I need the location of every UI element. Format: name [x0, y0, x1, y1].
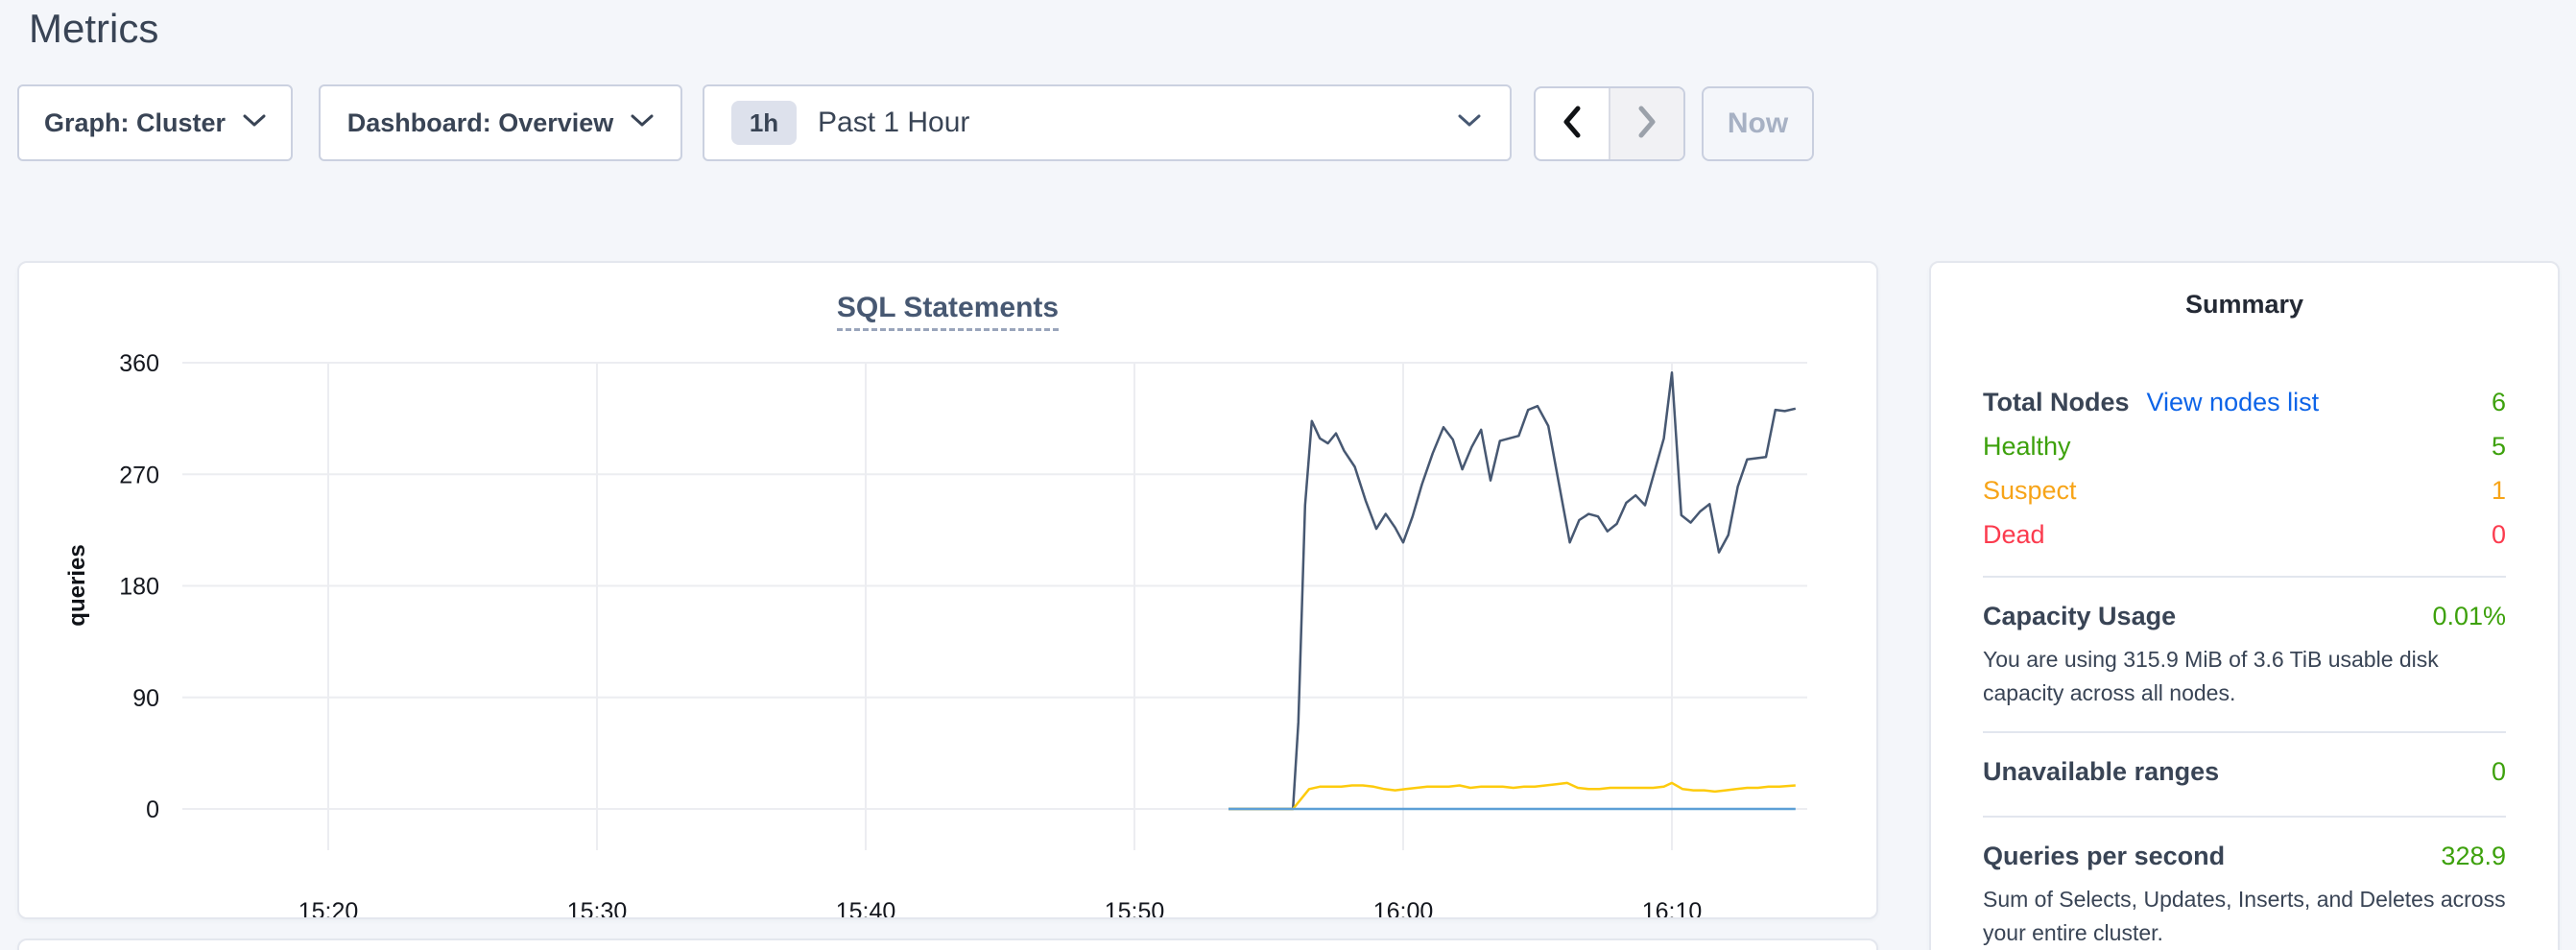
total-nodes-row: Total Nodes View nodes list 6: [1983, 380, 2506, 424]
time-range-label: Past 1 Hour: [818, 107, 970, 138]
sql-statements-chart: 15:20 15:30 15:40 15:50 16:00 16:10 0 90 180 270 3…: [64, 350, 1807, 917]
unavailable-ranges-label: Unavailable ranges: [1983, 756, 2220, 786]
x-axis-tick-label: 15:40: [836, 898, 896, 917]
queries-per-second-row: Queries per second 328.9: [1983, 837, 2506, 875]
y-axis-tick-label: 360: [119, 350, 159, 377]
suspect-value: 1: [2491, 475, 2506, 505]
now-button[interactable]: Now: [1702, 86, 1814, 161]
healthy-nodes-row: Healthy 5: [1983, 424, 2506, 468]
dashboard-dropdown[interactable]: Dashboard: Overview: [319, 84, 682, 161]
divider: [1983, 816, 2506, 818]
suspect-nodes-row: Suspect 1: [1983, 468, 2506, 512]
dark-slate-series-line: [1228, 371, 1797, 811]
y-axis-tick-label: 0: [146, 796, 159, 823]
x-axis-tick-label: 16:00: [1373, 898, 1434, 917]
healthy-label: Healthy: [1983, 431, 2071, 461]
x-axis-tick-label: 16:10: [1642, 898, 1703, 917]
x-axis-tick-label: 15:50: [1105, 898, 1165, 917]
x-axis-tick-label: 15:20: [298, 898, 359, 917]
total-nodes-label: Total Nodes: [1983, 387, 2130, 416]
sql-statements-chart-card: 15:20 15:30 15:40 15:50 16:00 16:10 0 90 180 270 3…: [17, 261, 1878, 919]
yellow-series-line: [1228, 781, 1796, 811]
capacity-usage-value: 0.01%: [2432, 601, 2506, 630]
view-nodes-list-link[interactable]: View nodes list: [2146, 387, 2320, 416]
time-range-badge: 1h: [731, 101, 797, 145]
next-chart-card-edge: [17, 938, 1878, 950]
time-pager: [1534, 86, 1685, 161]
dead-nodes-row: Dead 0: [1983, 512, 2506, 557]
unavailable-ranges-row: Unavailable ranges 0: [1983, 752, 2506, 791]
page-title: Metrics: [29, 6, 159, 51]
chevron-right-icon: [1637, 106, 1657, 143]
queries-per-second-description: Sum of Selects, Updates, Inserts, and De…: [1983, 887, 2506, 945]
healthy-value: 5: [2491, 431, 2506, 461]
chevron-down-icon: [631, 114, 654, 132]
dashboard-dropdown-label: Dashboard: Overview: [346, 107, 614, 137]
prev-time-button[interactable]: [1536, 88, 1609, 159]
chart-title[interactable]: SQL Statements: [19, 292, 1876, 331]
graph-dropdown[interactable]: Graph: Cluster: [17, 84, 293, 161]
y-axis-tick-label: 270: [119, 462, 159, 488]
next-time-button[interactable]: [1609, 88, 1683, 159]
x-axis-tick-label: 15:30: [567, 898, 628, 917]
capacity-usage-description: You are using 315.9 MiB of 3.6 TiB usabl…: [1983, 647, 2439, 705]
dead-label: Dead: [1983, 519, 2045, 549]
queries-per-second-label: Queries per second: [1983, 841, 2226, 870]
chevron-down-icon: [243, 114, 266, 132]
graph-dropdown-label: Graph: Cluster: [43, 107, 227, 137]
chevron-left-icon: [1562, 106, 1582, 143]
y-axis-tick-label: 90: [132, 685, 159, 712]
unavailable-ranges-value: 0: [2491, 756, 2506, 786]
chevron-down-icon: [1458, 114, 1481, 132]
summary-panel: Summary Total Nodes View nodes list 6 He…: [1929, 261, 2560, 950]
summary-heading: Summary: [2184, 290, 2304, 319]
time-range-selector[interactable]: 1h Past 1 Hour: [703, 84, 1512, 161]
divider: [1983, 731, 2506, 733]
divider: [1983, 576, 2506, 578]
dead-value: 0: [2491, 519, 2506, 549]
capacity-usage-row: Capacity Usage 0.01%: [1983, 597, 2506, 635]
total-nodes-value: 6: [2491, 387, 2506, 416]
y-axis-tick-label: 180: [119, 574, 159, 601]
suspect-label: Suspect: [1983, 475, 2077, 505]
y-axis-label: queries: [64, 544, 90, 626]
capacity-usage-label: Capacity Usage: [1983, 601, 2177, 630]
queries-per-second-value: 328.9: [2441, 841, 2506, 870]
